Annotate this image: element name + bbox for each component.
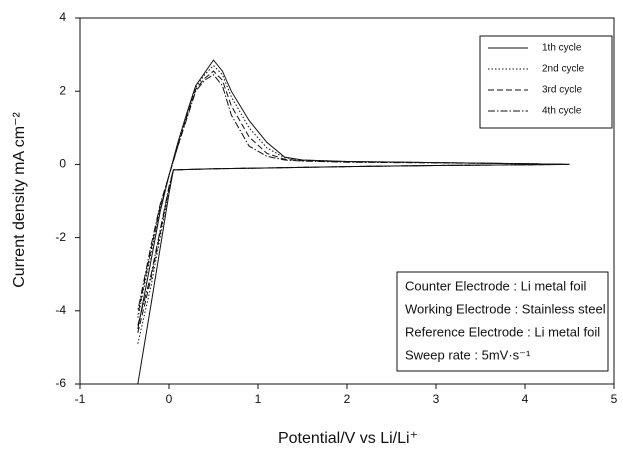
x-tick-label: 1: [255, 392, 262, 406]
x-tick-label: 5: [611, 392, 618, 406]
x-axis-label: Potential/V vs Li/Li⁺: [278, 430, 418, 447]
y-tick-label: -4: [55, 303, 66, 317]
legend-label: 3rd cycle: [542, 85, 582, 96]
x-tick-label: -1: [75, 392, 86, 406]
annotation: Working Electrode : Stainless steel: [405, 301, 606, 316]
x-tick-label: 0: [166, 392, 173, 406]
y-tick-label: 0: [59, 157, 66, 171]
y-axis-label: Current density mA cm⁻²: [11, 112, 28, 288]
y-tick-label: -2: [55, 230, 66, 244]
cv-curve: [137, 74, 570, 326]
annotation: Sweep rate : 5mV·s⁻¹: [405, 347, 531, 362]
y-tick-label: 2: [59, 83, 66, 97]
x-tick-label: 3: [433, 392, 440, 406]
x-tick-label: 2: [344, 392, 351, 406]
y-tick-label: -6: [55, 376, 66, 390]
y-tick-label: 4: [59, 10, 66, 24]
annotation: Reference Electrode : Li metal foil: [405, 324, 600, 339]
annotation: Counter Electrode : Li metal foil: [405, 278, 586, 293]
x-tick-label: 4: [522, 392, 529, 406]
legend-label: 4th cycle: [542, 106, 582, 117]
legend-label: 2nd cycle: [542, 64, 585, 75]
legend-label: 1th cycle: [542, 43, 582, 54]
annotation-box: [396, 271, 609, 372]
cv-curve: [137, 64, 570, 344]
legend-box: [479, 35, 613, 129]
